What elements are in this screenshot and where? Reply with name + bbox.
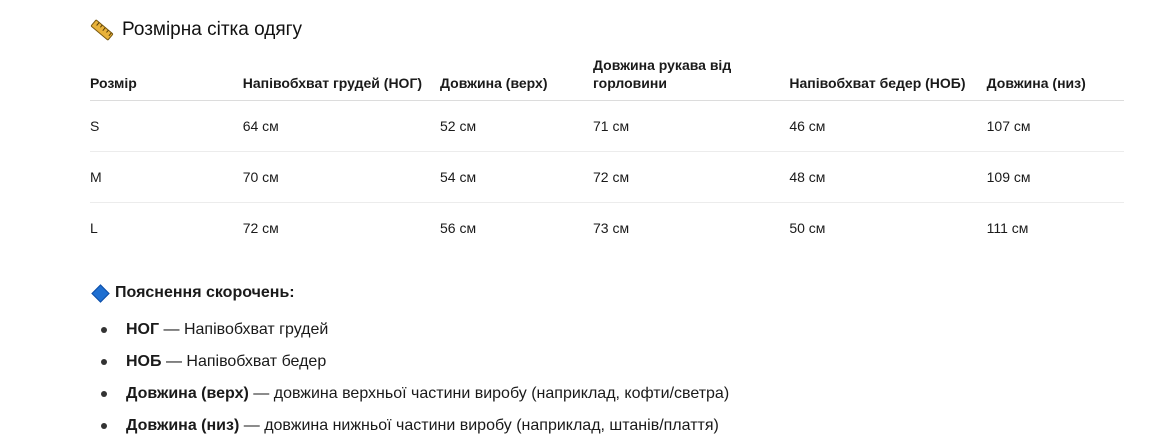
ruler-icon bbox=[90, 19, 114, 41]
cell-size: M bbox=[90, 151, 243, 203]
header-top-length: Довжина (верх) bbox=[440, 56, 593, 101]
abbr-desc: — довжина нижньої частини виробу (наприк… bbox=[243, 417, 719, 434]
size-table: Розмір Напівобхват грудей (НОГ) Довжина … bbox=[90, 56, 1124, 253]
abbreviations-heading-text: Пояснення скорочень: bbox=[115, 284, 295, 301]
cell-size: L bbox=[90, 220, 98, 236]
list-item: Довжина (низ) — довжина нижньої частини … bbox=[90, 410, 729, 442]
list-item: Довжина (верх) — довжина верхньої частин… bbox=[90, 378, 729, 410]
cell-size: S bbox=[90, 100, 243, 152]
abbr-desc: — Напівобхват бедер bbox=[165, 353, 327, 370]
cell-hips: 48 см bbox=[789, 151, 987, 203]
bullet-icon bbox=[101, 391, 107, 397]
bullet-icon bbox=[101, 423, 107, 429]
cell-top-length: 54 см bbox=[440, 151, 593, 203]
cell-chest: 64 см bbox=[242, 100, 441, 152]
abbr-term: НОБ bbox=[126, 353, 162, 370]
table-header-row: Розмір Напівобхват грудей (НОГ) Довжина … bbox=[90, 56, 1124, 101]
cell-bottom-length: 109 см bbox=[986, 151, 1124, 203]
blue-diamond-icon bbox=[91, 283, 110, 303]
abbr-term: Довжина (низ) bbox=[126, 417, 240, 434]
cell-sleeve-length: 72 см bbox=[593, 151, 790, 203]
cell-sleeve-length: 73 см bbox=[593, 220, 630, 236]
list-item: НОГ — Напівобхват грудей bbox=[90, 314, 729, 346]
table-row: S 64 см 52 см 71 см 46 см 107 см bbox=[90, 100, 1124, 152]
abbr-desc: — довжина верхньої частини виробу (напри… bbox=[253, 385, 730, 402]
abbr-desc: — Напівобхват грудей bbox=[163, 321, 329, 338]
cell-chest: 72 см bbox=[242, 220, 279, 236]
abbr-term: Довжина (верх) bbox=[126, 385, 249, 402]
page-title: Розмірна сітка одягу bbox=[90, 18, 302, 42]
table-row: L 72 см 56 см 73 см 50 см 111 см bbox=[90, 203, 1124, 254]
abbreviations-heading: Пояснення скорочень: bbox=[90, 283, 295, 303]
header-bottom-length: Довжина (низ) bbox=[986, 56, 1124, 101]
cell-hips: 46 см bbox=[789, 100, 987, 152]
cell-bottom-length: 107 см bbox=[986, 100, 1124, 152]
cell-sleeve-length: 71 см bbox=[593, 100, 790, 152]
bullet-icon bbox=[101, 359, 107, 365]
cell-chest: 70 см bbox=[242, 151, 441, 203]
header-chest: Напівобхват грудей (НОГ) bbox=[242, 56, 441, 101]
cell-top-length: 52 см bbox=[440, 100, 593, 152]
cell-bottom-length: 111 см bbox=[986, 220, 1029, 236]
header-sleeve-length: Довжина рукава від горловини bbox=[593, 56, 790, 101]
header-hips: Напівобхват бедер (НОБ) bbox=[789, 56, 987, 101]
table-row: M 70 см 54 см 72 см 48 см 109 см bbox=[90, 151, 1124, 203]
header-size: Розмір bbox=[90, 56, 243, 101]
cell-hips: 50 см bbox=[789, 220, 826, 236]
abbreviations-list: НОГ — Напівобхват грудей НОБ — Напівобхв… bbox=[90, 314, 729, 442]
list-item: НОБ — Напівобхват бедер bbox=[90, 346, 729, 378]
title-text: Розмірна сітка одягу bbox=[122, 19, 303, 40]
abbr-term: НОГ bbox=[126, 321, 160, 338]
bullet-icon bbox=[101, 327, 107, 333]
cell-top-length: 56 см bbox=[440, 220, 477, 236]
